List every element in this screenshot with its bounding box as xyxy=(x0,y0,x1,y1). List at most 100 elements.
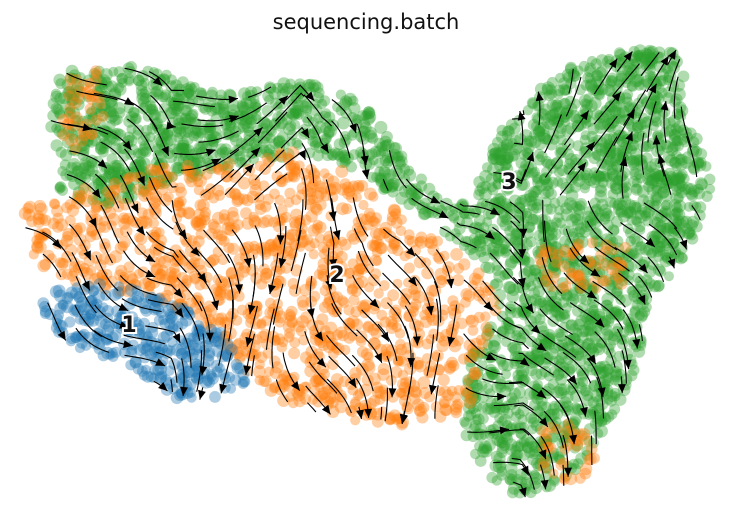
data-point xyxy=(307,135,319,147)
data-point xyxy=(556,282,569,294)
data-point xyxy=(580,79,592,91)
data-point xyxy=(587,282,600,294)
data-point xyxy=(386,181,398,193)
data-point xyxy=(235,137,248,150)
data-point xyxy=(167,171,178,182)
data-point xyxy=(321,148,334,162)
data-point xyxy=(611,215,623,228)
data-point xyxy=(326,175,340,189)
data-point xyxy=(110,135,121,146)
data-point xyxy=(269,366,282,379)
data-point xyxy=(241,194,254,207)
data-point xyxy=(672,217,683,228)
data-point xyxy=(264,82,277,95)
data-point xyxy=(232,121,246,135)
data-point xyxy=(287,95,298,106)
data-point xyxy=(529,353,541,365)
data-point xyxy=(55,181,67,193)
data-point xyxy=(138,157,151,171)
data-point xyxy=(55,146,67,158)
data-point xyxy=(686,219,698,232)
data-point xyxy=(575,200,586,211)
data-point xyxy=(473,189,485,201)
data-point xyxy=(599,213,611,225)
data-point xyxy=(203,134,216,147)
data-point xyxy=(623,57,635,70)
data-point xyxy=(565,319,577,331)
data-point xyxy=(571,213,584,226)
data-point xyxy=(609,387,621,399)
data-point xyxy=(483,438,496,452)
data-point xyxy=(493,197,506,209)
data-point xyxy=(184,112,197,125)
data-point xyxy=(609,99,623,112)
data-point xyxy=(613,107,626,120)
data-point xyxy=(22,208,36,222)
data-point xyxy=(314,233,325,244)
data-point xyxy=(324,392,337,405)
data-point xyxy=(57,184,68,196)
data-point xyxy=(197,119,208,130)
data-point xyxy=(370,145,382,158)
data-point xyxy=(488,248,500,260)
data-point xyxy=(526,295,537,307)
data-point xyxy=(637,78,650,91)
data-point xyxy=(660,200,671,211)
data-point xyxy=(148,346,160,357)
data-point xyxy=(391,322,402,333)
data-point xyxy=(639,117,652,129)
data-point xyxy=(663,72,674,84)
data-point xyxy=(594,110,605,121)
data-point xyxy=(153,133,166,146)
data-point xyxy=(434,410,447,423)
data-point xyxy=(350,396,361,408)
data-point xyxy=(626,80,639,92)
data-point xyxy=(522,105,534,116)
data-point xyxy=(99,68,113,82)
data-point xyxy=(631,132,642,143)
data-point xyxy=(485,172,499,186)
data-point xyxy=(82,74,96,88)
data-point xyxy=(310,136,322,149)
data-point xyxy=(171,213,182,224)
data-point xyxy=(186,235,198,247)
data-point xyxy=(172,99,184,111)
data-point xyxy=(407,194,419,206)
data-point xyxy=(341,152,354,165)
data-point xyxy=(586,282,598,293)
data-point xyxy=(111,159,125,173)
data-point xyxy=(492,460,506,474)
data-point xyxy=(370,268,382,280)
data-point xyxy=(575,365,587,377)
data-point xyxy=(551,101,562,113)
data-point xyxy=(609,272,623,286)
data-point xyxy=(580,98,591,109)
data-point xyxy=(321,133,332,144)
data-point xyxy=(307,116,320,128)
data-point xyxy=(295,325,307,337)
data-point xyxy=(218,103,229,115)
data-point xyxy=(468,403,479,415)
data-point xyxy=(468,247,481,261)
data-point xyxy=(473,175,486,189)
data-point xyxy=(467,347,480,360)
data-point xyxy=(416,411,429,424)
data-point xyxy=(606,74,618,87)
data-point xyxy=(595,337,607,348)
data-point xyxy=(150,157,162,168)
data-point xyxy=(701,190,713,202)
data-point xyxy=(85,94,97,105)
data-point xyxy=(631,122,643,134)
data-point xyxy=(591,325,603,336)
data-point xyxy=(501,163,514,176)
data-point xyxy=(319,168,330,179)
data-point xyxy=(481,443,493,455)
data-point xyxy=(106,153,118,165)
data-point xyxy=(540,246,552,258)
data-point xyxy=(61,268,73,280)
data-point xyxy=(115,169,127,181)
data-point xyxy=(270,97,283,110)
data-point xyxy=(607,333,620,346)
data-point xyxy=(92,178,105,190)
data-point xyxy=(452,274,465,287)
